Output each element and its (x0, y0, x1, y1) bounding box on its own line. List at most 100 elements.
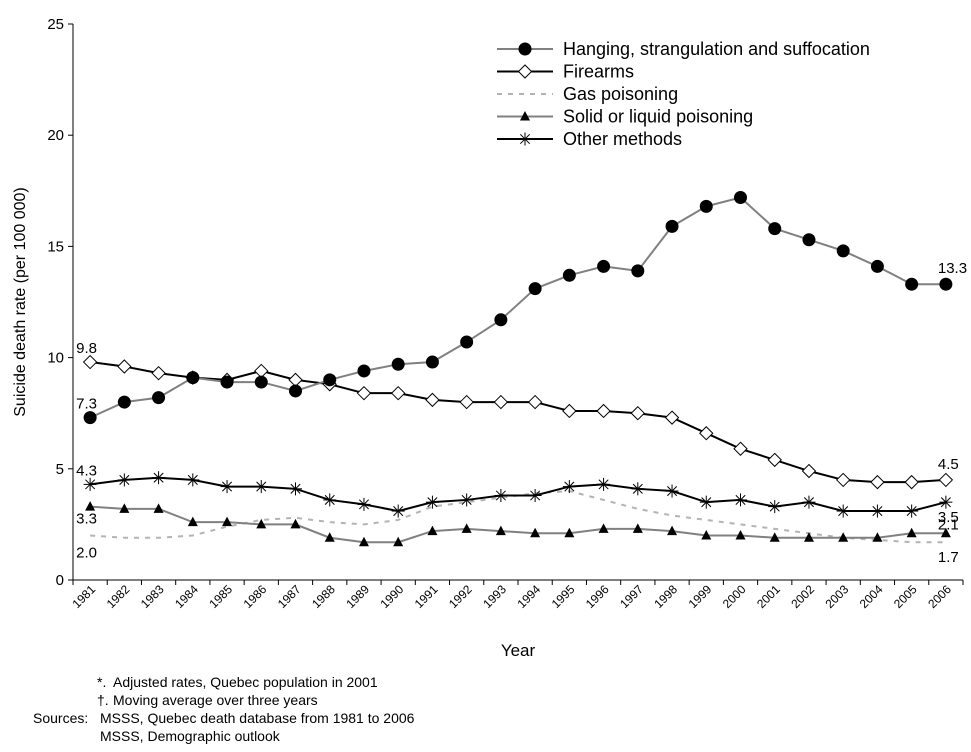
data-point-solid-or-liquid-poisoning (187, 516, 198, 527)
y-tick-label: 10 (47, 350, 64, 367)
data-point-other-methods (254, 480, 268, 494)
data-point-other-methods (905, 504, 919, 518)
data-point-other-methods (83, 477, 97, 491)
data-point-other-methods (631, 482, 645, 496)
data-label: 9.8 (76, 340, 97, 357)
footnote-sources-2: MSSS, Demographic outlook (0, 727, 600, 745)
legend-swatch-marker (518, 132, 532, 146)
x-tick-label: 1985 (206, 582, 235, 611)
x-tick-label: 2003 (823, 582, 852, 611)
data-label: 1.7 (938, 549, 959, 566)
footnote-text-moving: Moving average over three years (113, 692, 318, 708)
data-point-solid-or-liquid-poisoning (872, 532, 883, 542)
data-point-solid-or-liquid-poisoning (769, 532, 780, 542)
x-tick-label: 2002 (788, 582, 817, 611)
sources-label: Sources: (33, 710, 89, 726)
label-layer: 9.8 7.3 4.3 3.3 2.0 13.3 4.5 3.52.1 1.7 (76, 260, 967, 566)
y-tick-label: 0 (56, 572, 64, 589)
data-point-hanging-strangulation-and-suffocation (631, 264, 645, 278)
x-tick-label: 1991 (412, 582, 441, 611)
footnotes: *. Adjusted rates, Quebec population in … (0, 673, 600, 745)
data-point-firearms (493, 394, 509, 410)
x-tick-label: 1982 (104, 582, 133, 611)
data-point-firearms (938, 472, 954, 488)
data-point-hanging-strangulation-and-suffocation (117, 395, 131, 409)
data-point-hanging-strangulation-and-suffocation (425, 355, 439, 369)
data-point-firearms (117, 359, 132, 374)
data-point-solid-or-liquid-poisoning (256, 518, 267, 529)
data-point-solid-or-liquid-poisoning (940, 527, 951, 538)
data-point-hanging-strangulation-and-suffocation (460, 335, 474, 349)
data-point-solid-or-liquid-poisoning (598, 523, 609, 533)
data-point-firearms (356, 385, 372, 401)
x-tick-label: 1998 (651, 582, 680, 611)
series-line-solid-or-liquid-poisoning (90, 505, 946, 544)
data-point-other-methods (597, 477, 611, 491)
footnote-moving-average: †. Moving average over three years (0, 691, 600, 709)
data-point-hanging-strangulation-and-suffocation (152, 391, 166, 405)
data-point-other-methods (117, 473, 131, 487)
data-point-hanging-strangulation-and-suffocation (254, 375, 268, 389)
y-tick-label: 20 (47, 127, 64, 144)
x-tick-label: 1986 (241, 582, 270, 611)
data-point-hanging-strangulation-and-suffocation (665, 219, 679, 233)
series-layer (82, 190, 954, 547)
data-point-hanging-strangulation-and-suffocation (186, 371, 200, 385)
series-line-other-methods (89, 476, 947, 513)
data-point-solid-or-liquid-poisoning (222, 516, 233, 527)
legend-label: Other methods (563, 129, 682, 149)
data-point-firearms (699, 426, 714, 441)
x-tick-label: 1990 (378, 582, 407, 611)
data-point-hanging-strangulation-and-suffocation (699, 199, 713, 213)
sources-text-1: MSSS, Quebec death database from 1981 to… (100, 710, 415, 726)
legend-swatch-marker (517, 64, 533, 79)
x-tick-label: 1987 (275, 582, 304, 611)
data-point-hanging-strangulation-and-suffocation (562, 268, 576, 282)
data-point-solid-or-liquid-poisoning (564, 527, 575, 538)
data-point-solid-or-liquid-poisoning (530, 527, 541, 538)
x-tick-label: 1989 (343, 582, 372, 611)
legend-item-other-methods: Other methods (497, 129, 682, 149)
data-point-hanging-strangulation-and-suffocation (391, 357, 405, 371)
data-point-solid-or-liquid-poisoning (701, 530, 712, 540)
data-point-hanging-strangulation-and-suffocation (870, 259, 884, 273)
data-point-solid-or-liquid-poisoning (803, 532, 814, 542)
data-point-solid-or-liquid-poisoning (461, 523, 472, 533)
data-point-firearms (904, 474, 919, 490)
data-point-other-methods (391, 504, 405, 518)
x-tick-label: 2001 (754, 582, 783, 611)
x-tick-label: 1994 (514, 582, 543, 611)
data-point-other-methods (357, 497, 371, 511)
data-label: 2.0 (76, 545, 97, 562)
data-point-firearms (562, 403, 577, 419)
x-tick-label: 2005 (891, 582, 920, 611)
data-point-solid-or-liquid-poisoning (735, 530, 746, 540)
x-tick-label: 1996 (583, 582, 612, 611)
data-point-hanging-strangulation-and-suffocation (597, 259, 611, 273)
footnote-mark-dagger: †. (97, 692, 109, 708)
data-point-firearms (630, 405, 646, 421)
data-label: 2.1 (938, 516, 959, 533)
y-tick-label: 5 (56, 461, 64, 478)
data-point-solid-or-liquid-poisoning (427, 525, 438, 536)
x-tick-label: 1983 (138, 582, 167, 611)
data-point-firearms (459, 394, 474, 410)
data-point-other-methods (802, 495, 816, 509)
data-point-firearms (870, 474, 885, 490)
data-point-hanging-strangulation-and-suffocation (768, 222, 782, 236)
legend-swatch-marker (518, 42, 532, 56)
data-label: 3.3 (76, 511, 97, 528)
data-point-firearms (390, 385, 406, 401)
data-point-firearms (767, 452, 782, 468)
data-point-other-methods (494, 488, 508, 502)
data-point-hanging-strangulation-and-suffocation (905, 277, 919, 291)
legend-item-gas-poisoning: Gas poisoning (497, 84, 678, 104)
data-point-hanging-strangulation-and-suffocation (220, 375, 234, 389)
y-tick-label: 25 (47, 16, 64, 33)
x-tick-label: 2004 (857, 582, 886, 611)
data-point-other-methods (665, 484, 679, 498)
data-label: 4.5 (938, 456, 959, 473)
legend-label: Solid or liquid poisoning (563, 107, 753, 127)
data-point-hanging-strangulation-and-suffocation (528, 282, 542, 296)
